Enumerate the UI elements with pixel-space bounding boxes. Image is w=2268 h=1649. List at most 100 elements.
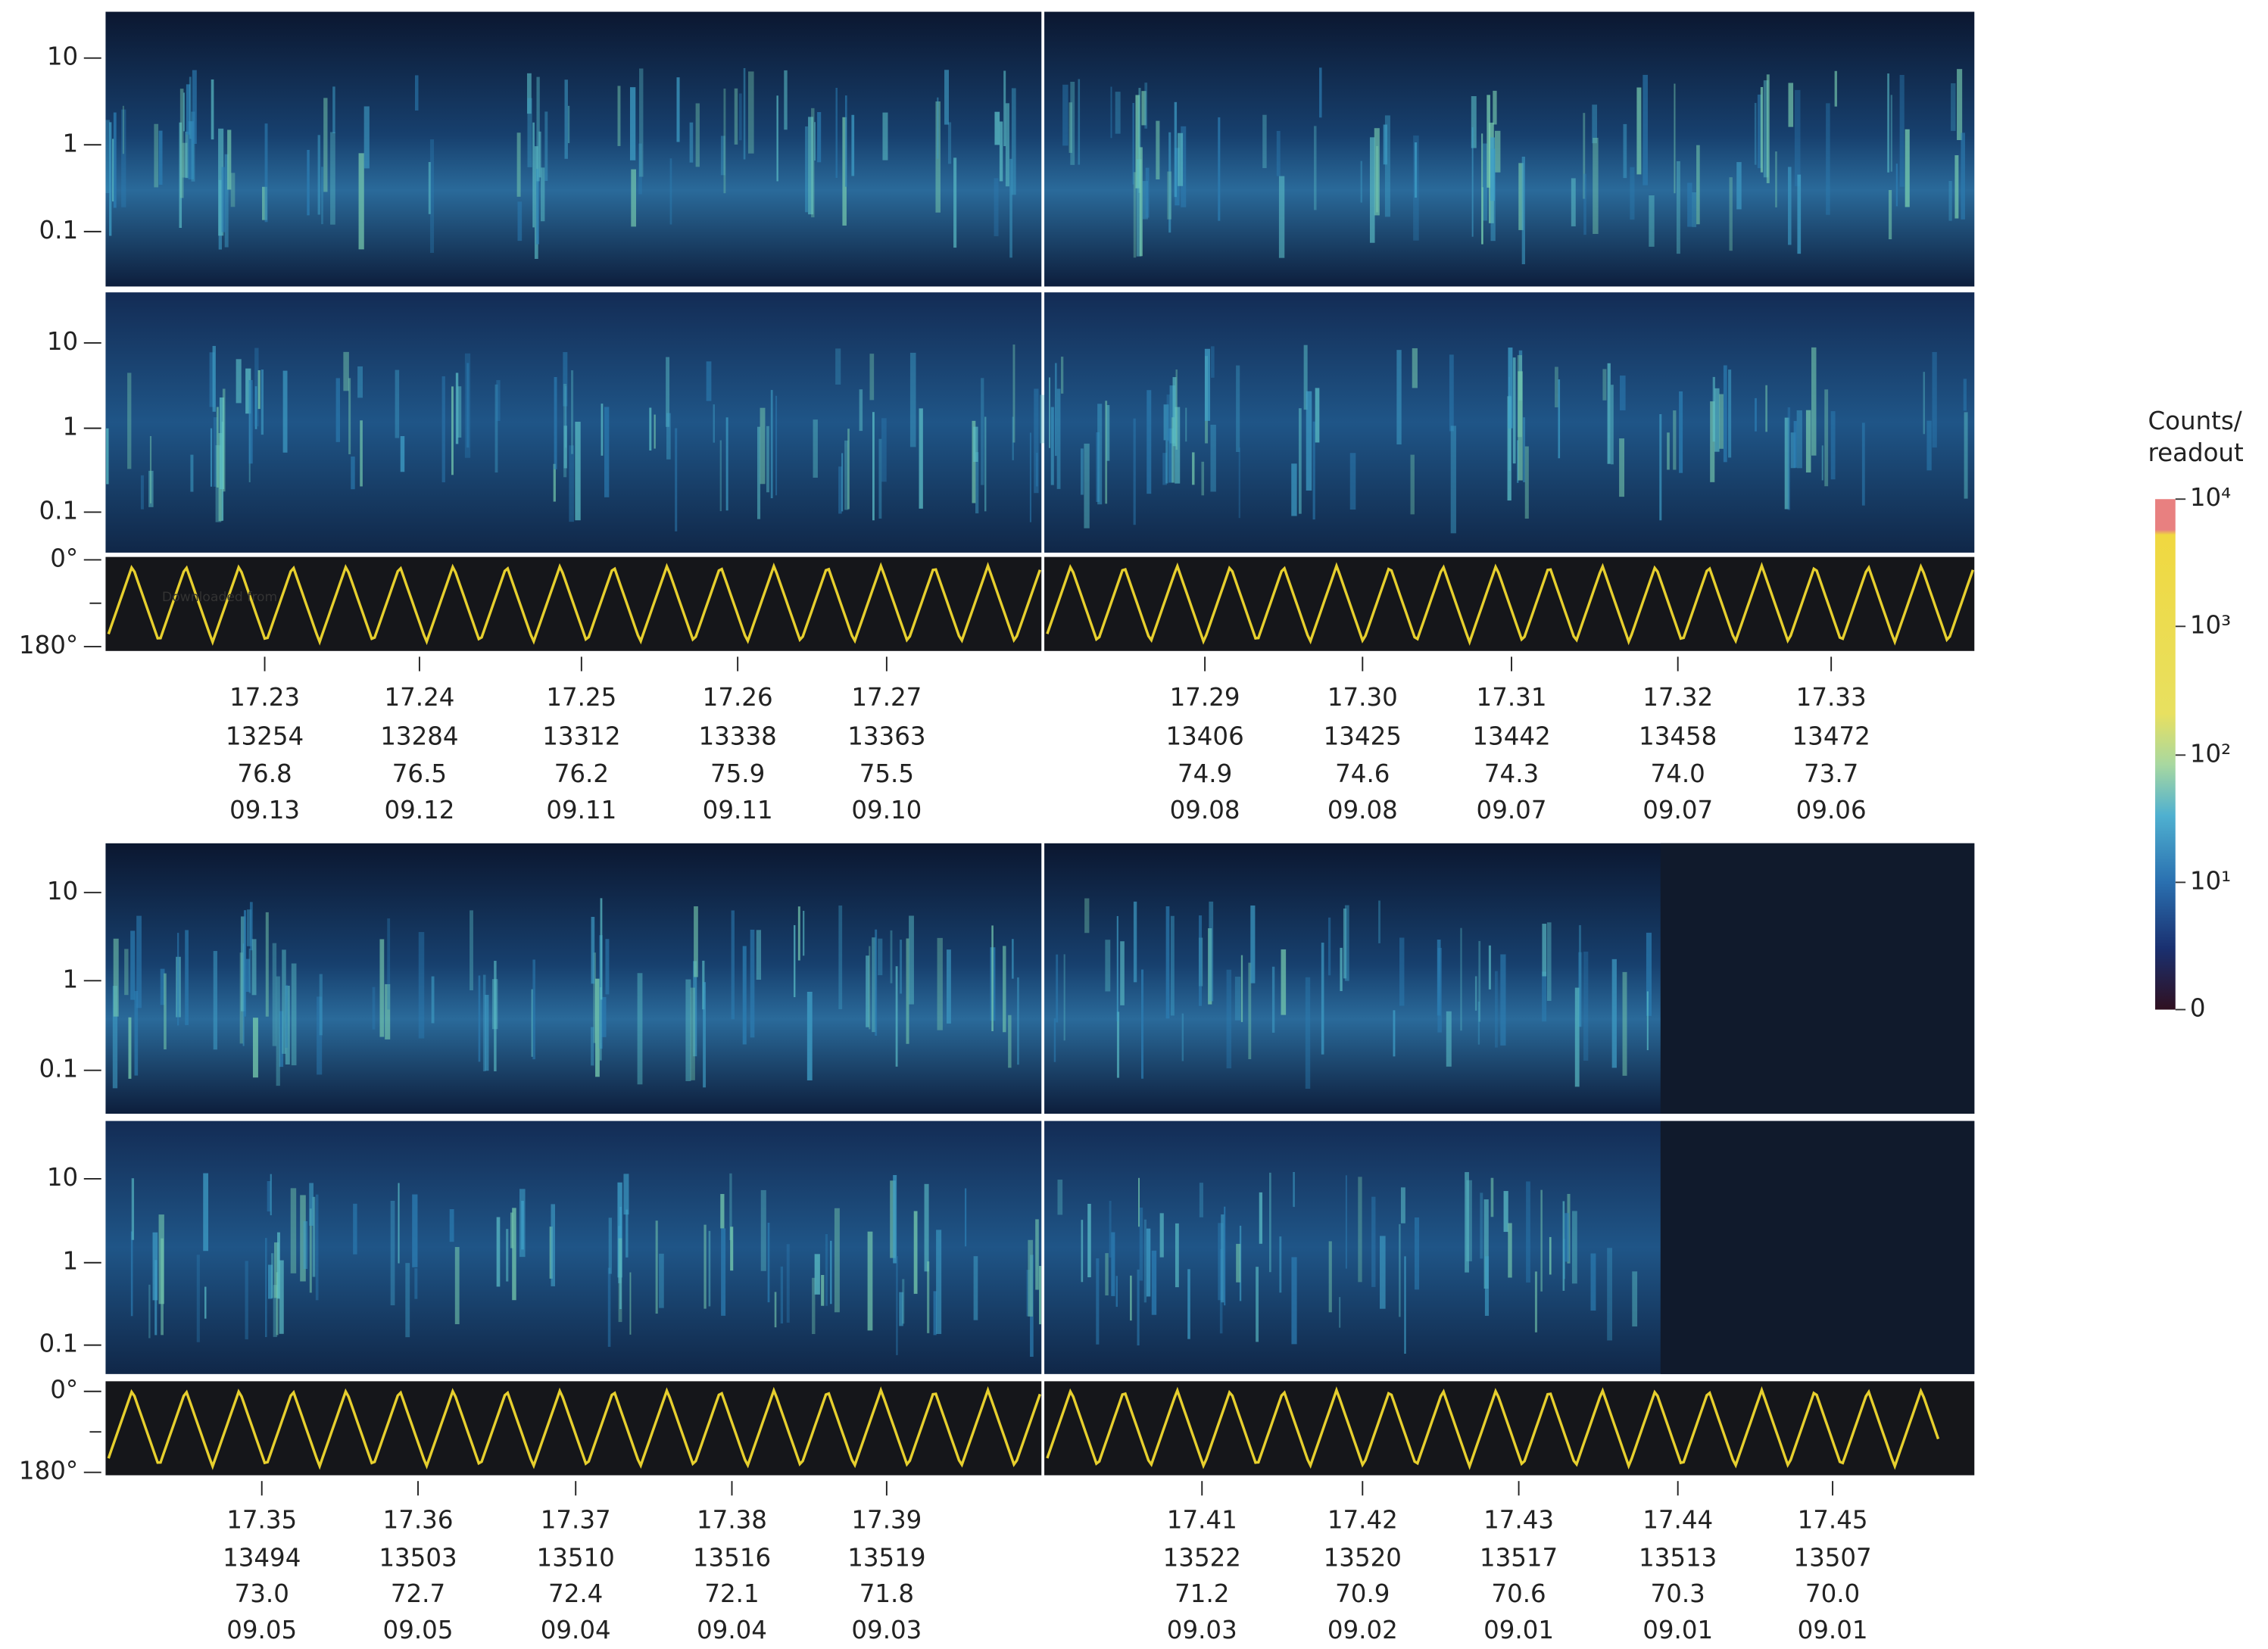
spectrogram-streak [1478, 941, 1480, 1022]
column-label: 09.03 [1167, 1616, 1237, 1644]
column-label: 74.9 [1178, 759, 1232, 788]
spectrogram-streak [564, 425, 567, 468]
spectrogram-streak [1761, 87, 1763, 173]
spectrogram-streak [974, 1256, 978, 1320]
spectrogram-streak [937, 938, 943, 1030]
column-label: 70.6 [1491, 1579, 1546, 1608]
spectrogram-streak [518, 201, 523, 241]
spectrogram-streak [707, 361, 712, 401]
spectrogram-streak [1714, 388, 1720, 452]
spectrogram-streak [1380, 1236, 1386, 1308]
spectrogram-streak [1221, 1214, 1224, 1302]
column-label: 17.30 [1327, 683, 1398, 712]
spectrogram-streak [479, 975, 481, 1061]
spectrogram-streak [276, 977, 280, 1086]
spectrogram-streak [506, 1229, 508, 1281]
energy-tick-label: 1 [62, 1247, 78, 1276]
spectrogram-streak [1224, 1207, 1225, 1305]
spectrogram-streak [360, 420, 363, 486]
spectrogram-streak [625, 1210, 628, 1258]
spectrogram-streak [639, 68, 643, 176]
spectrogram-streak [1926, 421, 1931, 471]
spectrogram-streak [1891, 95, 1892, 171]
spectrogram-streak [821, 1275, 824, 1306]
spectrogram-streak [1788, 407, 1790, 510]
spectrogram-streak [536, 77, 539, 182]
spectrogram-streak [1579, 925, 1581, 1027]
column-label: 72.4 [548, 1579, 603, 1608]
energy-tick-label: 1 [62, 413, 78, 441]
column-label: 13338 [698, 722, 776, 750]
spectrogram-streak [419, 932, 425, 1038]
spectrogram-streak [1141, 969, 1143, 1078]
energy-tick-label: 0.1 [39, 1329, 79, 1358]
spectrogram-streak [391, 1201, 395, 1305]
spectrogram-streak [617, 86, 620, 146]
spectrogram-streak [330, 132, 335, 224]
spectrogram-streak [451, 386, 454, 475]
column-label: 13510 [537, 1543, 615, 1572]
spectrogram-streak [1328, 918, 1331, 975]
spectrogram-streak [604, 407, 609, 497]
spectrogram-streak [253, 1018, 258, 1077]
spectrogram-streak [343, 352, 348, 391]
spectrogram-streak [973, 427, 978, 462]
spectrogram-streak [1513, 357, 1516, 463]
spectrogram-streak [601, 997, 606, 1037]
spectrogram-streak [1115, 92, 1121, 133]
spectrogram-streak [685, 980, 691, 1081]
spectrogram-streak [766, 426, 769, 492]
no-data [1661, 843, 1974, 1114]
spectrogram-streak [379, 939, 384, 1036]
spectrogram-streak [619, 1238, 622, 1322]
spectrogram-streak [859, 389, 863, 431]
spectrogram-streak [1673, 410, 1676, 469]
spectrogram-streak [1350, 453, 1356, 510]
spectrogram-streak [1279, 176, 1284, 258]
column-label: 72.7 [391, 1579, 445, 1608]
spectrogram-streak [1199, 915, 1202, 1006]
spectrogram-streak [1346, 1175, 1347, 1268]
spectrogram-streak [896, 1256, 897, 1355]
spectrogram-streak [1239, 447, 1240, 518]
spectrogram-streak [947, 949, 951, 1024]
spectrogram-streak [551, 1204, 555, 1286]
spectrogram-streak [825, 1234, 828, 1306]
colorbar-tick-label: 10⁴ [2190, 483, 2231, 512]
column-label: 09.12 [384, 796, 454, 824]
column-label: 75.9 [710, 759, 765, 788]
spectrogram-streak [1583, 174, 1586, 235]
spectrogram-streak [1017, 977, 1019, 1065]
spectrogram-streak [927, 1261, 929, 1333]
column-label: 17.33 [1796, 683, 1867, 712]
column-label: 09.01 [1643, 1616, 1713, 1644]
energy-tick-label: 1 [62, 965, 78, 993]
spectrogram-streak [1340, 948, 1342, 991]
spectrogram-streak [568, 106, 569, 143]
spectrogram-streak [1167, 171, 1171, 219]
spectrogram-streak [190, 455, 193, 492]
spectrogram-streak [944, 70, 949, 124]
spectrogram-streak [743, 946, 747, 1045]
spectrogram-streak [1788, 167, 1792, 245]
spectrogram-streak [1472, 127, 1474, 237]
spectrogram-streak [906, 939, 909, 1044]
spectrogram-streak [554, 464, 556, 502]
spectrogram-streak [1932, 352, 1936, 447]
spectrogram-streak [1081, 448, 1084, 494]
column-label: 74.0 [1651, 759, 1705, 788]
spectrogram-streak [1200, 1183, 1203, 1217]
spectrogram-streak [936, 1230, 941, 1334]
spectrogram-streak [723, 89, 725, 193]
spectrogram-streak [1449, 354, 1454, 431]
spectrogram-streak [131, 1231, 133, 1316]
spectrogram-streak [450, 1209, 454, 1242]
spectrogram-streak [1889, 190, 1892, 239]
spectrogram-streak [1504, 1191, 1508, 1232]
spectrogram-streak [321, 167, 323, 224]
spectrogram-streak [1755, 103, 1757, 165]
spectrogram-streak [948, 122, 951, 164]
spectrogram-streak [1236, 366, 1240, 452]
spectrogram-streak [148, 1285, 150, 1339]
spectrogram-streak [1057, 388, 1061, 488]
